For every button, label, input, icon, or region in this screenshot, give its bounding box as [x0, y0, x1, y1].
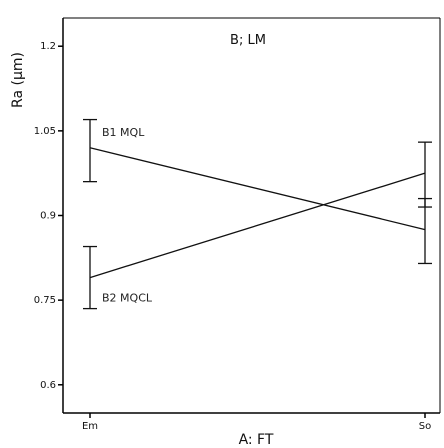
- y-tick-label: 0.6: [40, 380, 56, 391]
- y-tick-label: 0.9: [40, 211, 56, 222]
- x-tick-label: Em: [82, 421, 98, 432]
- series-label-2: B2 MQCL: [102, 292, 153, 305]
- chart-title: B; LM: [230, 33, 266, 48]
- series-line-2: [89, 172, 426, 279]
- x-tick-label: So: [419, 421, 431, 432]
- axes: 0.6 0.75 0.9 1.05 1.2 Em So: [34, 17, 441, 432]
- x-axis-title: A: FT: [239, 432, 274, 448]
- y-tick-label: 1.2: [40, 41, 56, 52]
- series-line-1: [89, 147, 426, 231]
- y-tick-label: 0.75: [34, 295, 56, 306]
- y-tick-label: 1.05: [34, 126, 56, 137]
- y-axis-title: Ra (µm): [10, 52, 26, 108]
- chart-marks: B1 MQL B2 MQCL: [83, 118, 432, 310]
- series-label-1: B1 MQL: [102, 126, 145, 139]
